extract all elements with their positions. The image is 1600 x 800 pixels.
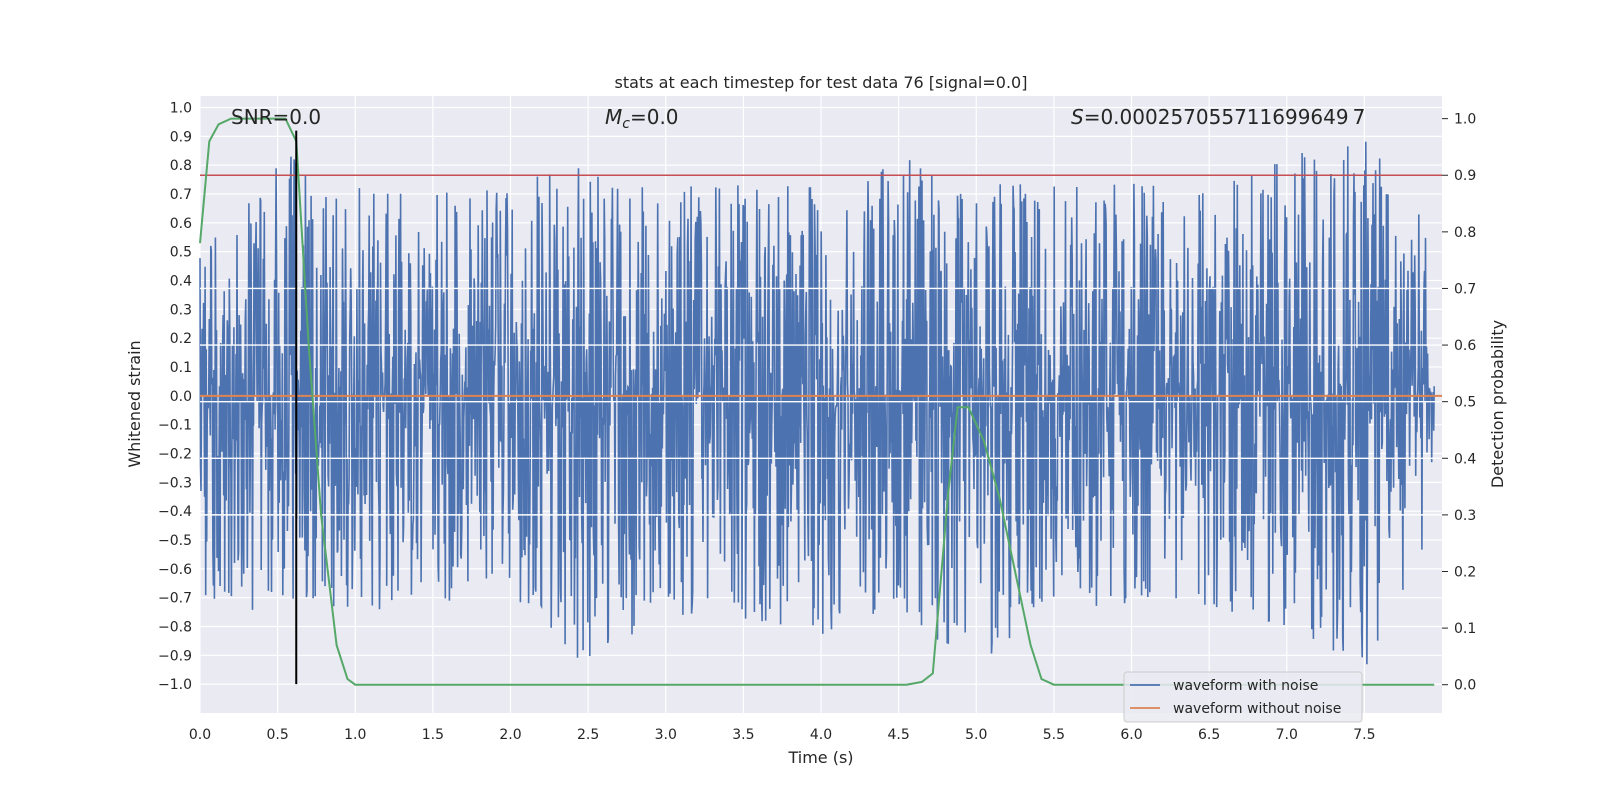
y-tick-label: 0.4 — [170, 274, 192, 290]
x-tick-label: 6.5 — [1198, 727, 1220, 743]
significance-annotation: S=0.000257055711699649 7 — [1071, 105, 1365, 129]
y-tick-label: −0.1 — [158, 418, 192, 434]
y-tick-label: −0.5 — [158, 533, 192, 549]
y2-tick-label: 0.0 — [1454, 678, 1476, 694]
x-tick-label: 2.5 — [577, 727, 599, 743]
x-tick-label: 4.5 — [887, 727, 909, 743]
y-tick-label: −0.8 — [158, 620, 192, 636]
y-tick-label: 0.6 — [170, 216, 192, 232]
chart-title: stats at each timestep for test data 76 … — [615, 73, 1028, 92]
detection-probability-series — [199, 117, 1435, 686]
chirp-mass-annotation: Mc=0.0 — [605, 105, 679, 132]
x-tick-label: 1.5 — [422, 727, 444, 743]
y-tick-label: −0.4 — [158, 504, 192, 520]
y2-tick-label: 0.3 — [1454, 508, 1476, 524]
x-tick-label: 1.0 — [344, 727, 366, 743]
x-tick-label: 2.0 — [499, 727, 521, 743]
y-tick-label: −0.9 — [158, 648, 192, 664]
detection-probability-line — [199, 117, 1435, 686]
x-tick-label: 5.5 — [1043, 727, 1065, 743]
x-tick-label: 3.0 — [655, 727, 677, 743]
y-tick-label: −0.7 — [158, 591, 192, 607]
legend-box — [1123, 671, 1363, 723]
y-tick-label: 0.2 — [170, 331, 192, 347]
y2-tick-label: 0.2 — [1454, 564, 1476, 580]
y2-tick-label: 0.5 — [1454, 395, 1476, 411]
chirp-mass-subscript: c — [622, 116, 630, 132]
chirp-mass-value: =0.0 — [630, 105, 679, 129]
waveform-with-noise-series — [199, 141, 1442, 665]
legend-label-noise: waveform with noise — [1173, 678, 1318, 694]
y-tick-label: 0.1 — [170, 360, 192, 376]
y2-tick-label: 0.9 — [1454, 168, 1476, 184]
x-tick-label: 5.0 — [965, 727, 987, 743]
y-tick-label: −0.3 — [158, 475, 192, 491]
x-tick-label: 4.0 — [810, 727, 832, 743]
y-axis-label: Whitened strain — [125, 340, 144, 467]
waveform-with-noise-line — [199, 141, 1435, 665]
significance-symbol: S — [1071, 105, 1084, 129]
y-tick-label: 0.5 — [170, 245, 192, 261]
x-tick-label: 3.5 — [732, 727, 754, 743]
y-tick-label: −0.2 — [158, 447, 192, 463]
chirp-mass-symbol: M — [605, 105, 622, 129]
y-tick-label: 0.7 — [170, 187, 192, 203]
y-tick-label: 0.8 — [170, 158, 192, 174]
x-tick-label: 7.0 — [1276, 727, 1298, 743]
y-tick-label: −1.0 — [158, 677, 192, 693]
x-tick-label: 7.5 — [1353, 727, 1375, 743]
significance-value: =0.000257055711699649 7 — [1084, 105, 1366, 129]
y2-tick-label: 0.7 — [1454, 281, 1476, 297]
y2-tick-label: 0.1 — [1454, 621, 1476, 637]
y-tick-label: 1.0 — [170, 101, 192, 117]
x-axis-label: Time (s) — [787, 748, 853, 767]
y2-axis-ticks: 0.0 0.1 0.2 0.3 0.4 0.5 0.6 0.7 0.8 0.9 1.0 — [1442, 112, 1476, 694]
x-tick-label: 0.5 — [266, 727, 288, 743]
y2-tick-label: 0.8 — [1454, 225, 1476, 241]
y-axis-ticks: −1.0 −0.9 −0.8 −0.7 −0.6 −0.5 −0.4 −0.3 −0.2 −0.1… — [158, 101, 192, 694]
y2-tick-label: 1.0 — [1454, 112, 1476, 128]
y2-tick-label: 0.4 — [1454, 451, 1476, 467]
y-tick-label: 0.9 — [170, 129, 192, 145]
legend: waveform with noise waveform without noi… — [1123, 671, 1363, 723]
x-tick-label: 0.0 — [189, 727, 211, 743]
legend-label-clean: waveform without noise — [1173, 701, 1341, 717]
y-tick-label: −0.6 — [158, 562, 192, 578]
y-tick-label: 0.3 — [170, 302, 192, 318]
x-axis-ticks: 0.0 0.5 1.0 1.5 2.0 2.5 3.0 3.5 4.0 4.5 5.0 5.5 6.0 6… — [189, 727, 1376, 743]
y-tick-label: 0.0 — [170, 389, 192, 405]
snr-annotation: SNR=0.0 — [231, 105, 321, 129]
x-tick-label: 6.0 — [1120, 727, 1142, 743]
y2-axis-label: Detection probability — [1488, 320, 1507, 488]
y2-tick-label: 0.6 — [1454, 338, 1476, 354]
